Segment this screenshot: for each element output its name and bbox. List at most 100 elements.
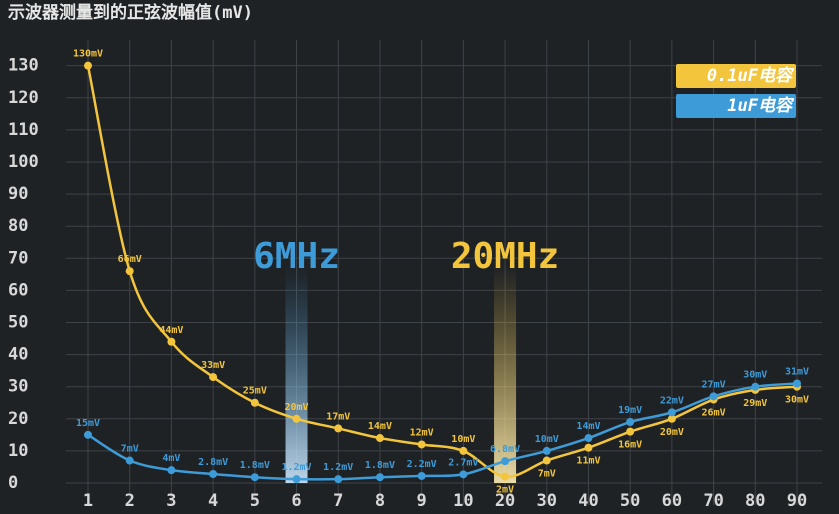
value-label: 10mV xyxy=(451,434,475,445)
data-point xyxy=(667,414,676,423)
value-label: 14mV xyxy=(576,421,600,432)
y-tick-label: 20 xyxy=(8,409,28,429)
y-tick-label: 60 xyxy=(8,280,28,300)
value-label: 19mV xyxy=(618,405,642,416)
x-tick-label: 1 xyxy=(83,491,93,511)
value-label: 22mV xyxy=(660,395,684,406)
x-tick-label: 60 xyxy=(662,491,682,511)
value-label: 30mV xyxy=(785,395,809,406)
data-point xyxy=(501,472,510,481)
annotation: 20MHz xyxy=(451,236,559,277)
x-tick-label: 6 xyxy=(291,491,301,511)
value-label: 4mV xyxy=(162,453,180,464)
data-point xyxy=(250,398,259,407)
x-tick-label: 7 xyxy=(333,491,343,511)
x-tick-label: 20 xyxy=(495,491,515,511)
value-label: 30mV xyxy=(743,370,767,381)
y-tick-label: 90 xyxy=(8,184,28,204)
x-tick-label: 9 xyxy=(417,491,427,511)
data-point xyxy=(459,470,468,479)
legend-swatch xyxy=(676,94,796,118)
data-point xyxy=(292,475,301,484)
x-tick-label: 2 xyxy=(125,491,135,511)
value-label: 16mV xyxy=(618,440,642,451)
data-point xyxy=(125,456,134,465)
data-point xyxy=(417,440,426,449)
data-point xyxy=(334,475,343,484)
value-label: 7mV xyxy=(538,469,556,480)
data-point xyxy=(417,471,426,480)
data-point xyxy=(459,446,468,455)
x-tick-label: 4 xyxy=(208,491,218,511)
data-point xyxy=(209,470,218,479)
value-label: 130mV xyxy=(73,49,103,60)
y-tick-label: 40 xyxy=(8,345,28,365)
y-tick-label: 30 xyxy=(8,377,28,397)
data-point xyxy=(584,434,593,443)
value-label: 2mV xyxy=(496,485,514,496)
legend-label: 0.1uF电容 xyxy=(707,66,795,86)
data-point xyxy=(334,424,343,433)
y-tick-label: 120 xyxy=(8,88,39,108)
value-label: 1.8mV xyxy=(240,460,270,471)
value-label: 11mV xyxy=(576,456,600,467)
value-label: 31mV xyxy=(785,366,809,377)
x-tick-label: 50 xyxy=(620,491,640,511)
legend-swatch xyxy=(676,64,796,88)
x-tick-label: 80 xyxy=(745,491,765,511)
data-point xyxy=(501,457,510,466)
value-label: 12mV xyxy=(410,427,434,438)
value-label: 7mV xyxy=(121,444,139,455)
chart-title: 示波器测量到的正弦波幅值(mV) xyxy=(8,2,253,23)
data-point xyxy=(125,267,134,276)
data-point xyxy=(250,473,259,482)
value-label: 33mV xyxy=(201,360,225,371)
x-tick-label: 70 xyxy=(703,491,723,511)
x-tick-label: 10 xyxy=(453,491,473,511)
value-label: 25mV xyxy=(243,386,267,397)
value-label: 2.7mV xyxy=(448,457,478,468)
x-tick-label: 90 xyxy=(787,491,807,511)
data-point xyxy=(209,373,218,382)
data-point xyxy=(709,392,718,401)
data-point xyxy=(626,418,635,427)
data-point xyxy=(375,434,384,443)
data-point xyxy=(292,414,301,423)
data-point xyxy=(375,473,384,482)
y-tick-label: 130 xyxy=(8,56,39,76)
y-tick-label: 110 xyxy=(8,120,39,140)
data-point xyxy=(167,337,176,346)
x-tick-label: 5 xyxy=(250,491,260,511)
value-label: 2.8mV xyxy=(198,457,228,468)
value-label: 44mV xyxy=(159,325,183,336)
data-point xyxy=(167,466,176,475)
data-point xyxy=(584,443,593,452)
value-label: 1.2mV xyxy=(323,462,353,473)
y-tick-label: 70 xyxy=(8,248,28,268)
legend-label: 1uF电容 xyxy=(727,96,795,116)
value-label: 1.8mV xyxy=(365,460,395,471)
value-label: 17mV xyxy=(326,411,350,422)
value-label: 66mV xyxy=(118,254,142,265)
annotation: 6MHz xyxy=(253,236,340,277)
value-label: 27mV xyxy=(702,379,726,390)
value-label: 20mV xyxy=(284,402,308,413)
y-tick-label: 80 xyxy=(8,216,28,236)
value-label: 29mV xyxy=(743,398,767,409)
value-label: 15mV xyxy=(76,418,100,429)
value-label: 26mV xyxy=(702,408,726,419)
value-label: 2.2mV xyxy=(407,459,437,470)
data-point xyxy=(667,408,676,417)
data-point xyxy=(542,446,551,455)
x-tick-label: 8 xyxy=(375,491,385,511)
glow-bar xyxy=(285,265,308,483)
series-line xyxy=(87,382,798,481)
data-point xyxy=(84,61,92,70)
data-point xyxy=(626,427,635,436)
x-tick-label: 30 xyxy=(537,491,557,511)
data-point xyxy=(542,456,551,465)
data-point xyxy=(751,382,760,391)
y-tick-label: 50 xyxy=(8,312,28,332)
data-point xyxy=(84,430,92,439)
